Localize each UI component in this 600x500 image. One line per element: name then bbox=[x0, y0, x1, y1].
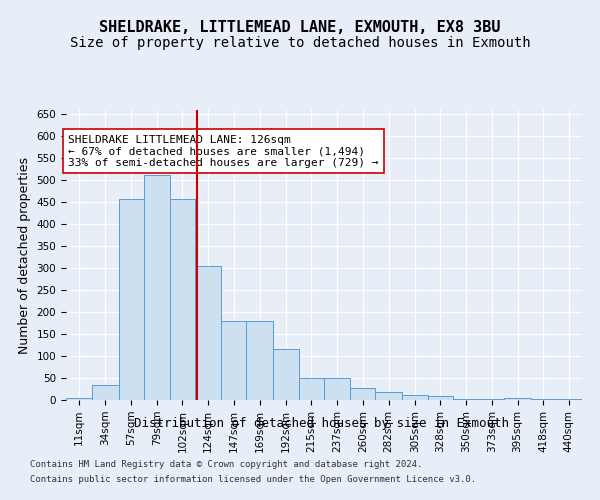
Bar bbox=[143, 175, 170, 400]
Bar bbox=[221, 321, 247, 400]
Bar bbox=[119, 199, 143, 400]
Bar bbox=[299, 378, 324, 400]
Bar bbox=[272, 350, 299, 400]
Bar bbox=[92, 384, 119, 400]
Y-axis label: Number of detached properties: Number of detached properties bbox=[18, 156, 31, 354]
Text: SHELDRAKE, LITTLEMEAD LANE, EXMOUTH, EX8 3BU: SHELDRAKE, LITTLEMEAD LANE, EXMOUTH, EX8… bbox=[99, 20, 501, 35]
Bar bbox=[195, 266, 221, 400]
Bar bbox=[530, 398, 556, 400]
Text: SHELDRAKE LITTLEMEAD LANE: 126sqm
← 67% of detached houses are smaller (1,494)
3: SHELDRAKE LITTLEMEAD LANE: 126sqm ← 67% … bbox=[68, 134, 379, 168]
Bar bbox=[170, 199, 195, 400]
Text: Contains HM Land Registry data © Crown copyright and database right 2024.: Contains HM Land Registry data © Crown c… bbox=[30, 460, 422, 469]
Bar bbox=[401, 394, 428, 400]
Bar bbox=[453, 398, 479, 400]
Bar bbox=[247, 321, 272, 400]
Bar bbox=[556, 399, 582, 400]
Text: Distribution of detached houses by size in Exmouth: Distribution of detached houses by size … bbox=[133, 418, 509, 430]
Bar bbox=[324, 378, 350, 400]
Bar bbox=[350, 388, 376, 400]
Bar bbox=[376, 392, 401, 400]
Text: Size of property relative to detached houses in Exmouth: Size of property relative to detached ho… bbox=[70, 36, 530, 50]
Bar bbox=[505, 398, 530, 400]
Bar bbox=[428, 396, 453, 400]
Bar bbox=[479, 398, 505, 400]
Text: Contains public sector information licensed under the Open Government Licence v3: Contains public sector information licen… bbox=[30, 475, 476, 484]
Bar bbox=[66, 398, 92, 400]
